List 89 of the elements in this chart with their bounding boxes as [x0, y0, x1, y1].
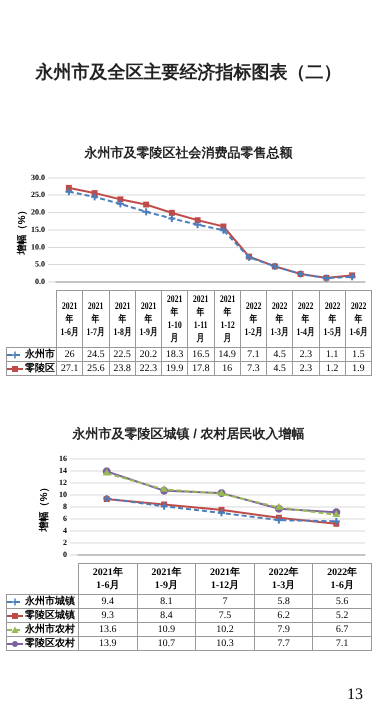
category-label: 2022年1-3月	[268, 567, 299, 591]
data-label: 8.1	[137, 594, 196, 608]
data-label: 6.2	[254, 608, 313, 622]
data-label: 1.1	[319, 348, 346, 362]
legend-label: 永州市	[25, 348, 55, 361]
data-label: 24.5	[82, 348, 109, 362]
y-tick-label: 14	[59, 466, 67, 475]
y-tick-label: 16	[59, 454, 67, 463]
y-tick-label: 10	[59, 490, 67, 499]
category-label: 2021年1-9月	[139, 300, 158, 338]
data-label: 25.6	[82, 362, 109, 376]
data-label: 7.7	[254, 636, 313, 650]
data-label: 19.9	[162, 362, 188, 376]
y-tick-label: 4	[63, 526, 67, 536]
data-label: 18.3	[162, 348, 188, 362]
category-label: 2022年1-6月	[349, 300, 368, 338]
chart-title: 永州市及全区主要经济指标图表（二）	[34, 61, 342, 84]
data-label: 1.5	[345, 348, 372, 362]
category-label: 2021年1-9月	[151, 567, 182, 591]
y-tick-label: 10.0	[31, 242, 45, 252]
y-axis-title: 增幅（%）	[38, 482, 50, 532]
legend-label: 永州市城镇	[25, 595, 75, 608]
y-axis-title: 增幅（%）	[16, 205, 28, 256]
y-tick-label: 2	[63, 538, 67, 548]
y-tick-label: 6	[63, 514, 67, 523]
data-label: 4.5	[266, 348, 293, 362]
y-tick-label: 15.0	[31, 224, 45, 234]
category-label: 2022年1-2月	[244, 300, 262, 338]
data-label: 2.3	[292, 362, 319, 376]
data-label: 16.5	[188, 348, 214, 362]
y-tick-label: 12	[59, 478, 67, 487]
category-label: 2021年1-6月	[60, 300, 79, 338]
data-label: 10.2	[196, 622, 254, 636]
category-label: 2022年1-5月	[323, 300, 342, 338]
text: 13	[347, 686, 363, 704]
data-label: 13.9	[78, 636, 138, 650]
data-label: 23.8	[109, 362, 136, 376]
category-label: 2021年1-12月	[219, 294, 235, 344]
data-label: 1.9	[345, 362, 372, 376]
data-label: 5.8	[254, 594, 313, 608]
data-label: 9.4	[78, 594, 138, 608]
data-label: 5.6	[312, 594, 372, 608]
data-label: 5.2	[312, 608, 372, 622]
data-label: 7.1	[312, 636, 372, 650]
chart-title: 永州市及零陵区城镇 / 农村居民收入增幅	[71, 425, 306, 443]
data-label: 14.9	[214, 348, 240, 362]
category-label: 2021年1-6月	[92, 567, 123, 591]
data-label: 17.8	[188, 362, 214, 376]
legend-label: 永州市农村	[25, 623, 75, 636]
category-label: 2022年1-3月	[270, 300, 289, 338]
data-label: 7.5	[196, 608, 254, 622]
data-label: 13.6	[78, 622, 138, 636]
data-label: 26	[56, 348, 83, 362]
data-label: 10.7	[137, 636, 196, 650]
chart-subtitle: 永州市及零陵区社会消费品零售总额	[83, 144, 294, 162]
data-label: 22.5	[109, 348, 136, 362]
data-label: 7.3	[240, 362, 266, 376]
y-tick-label: 25.0	[31, 190, 45, 200]
category-label: 2022年1-4月	[296, 300, 315, 338]
y-tick-label: 0.0	[35, 277, 45, 286]
category-label: 2021年1-11月	[193, 294, 209, 344]
data-label: 1.2	[319, 362, 346, 376]
y-tick-label: 30.0	[31, 172, 45, 182]
data-label: 6.7	[312, 622, 372, 636]
data-label: 22.3	[135, 362, 162, 376]
category-label: 2021年1-8月	[113, 300, 132, 338]
data-label: 2.3	[292, 348, 319, 362]
data-label: 10.9	[137, 622, 196, 636]
data-label: 27.1	[56, 362, 83, 376]
y-tick-label: 5.0	[35, 260, 45, 269]
data-label: 7.1	[240, 348, 266, 362]
category-label: 2022年1-6月	[327, 567, 358, 591]
legend-label: 零陵区农村	[25, 637, 75, 650]
category-label: 2021年1-12月	[210, 567, 240, 591]
category-label: 2021年1-10月	[166, 294, 182, 344]
legend-label: 零陵区城镇	[25, 609, 75, 622]
y-tick-label: 20.0	[31, 208, 45, 217]
data-label: 20.2	[135, 348, 162, 362]
data-label: 7	[196, 594, 254, 608]
data-label: 4.5	[266, 362, 293, 376]
category-label: 2021年1-7月	[86, 300, 105, 338]
data-label: 10.3	[196, 636, 254, 650]
y-tick-label: 0	[63, 550, 67, 560]
y-tick-label: 8	[63, 502, 67, 511]
data-label: 7.9	[254, 622, 313, 636]
data-label: 16	[214, 362, 240, 376]
data-label: 8.4	[137, 608, 196, 622]
data-label: 9.3	[78, 608, 138, 622]
legend-label: 零陵区	[25, 362, 55, 375]
